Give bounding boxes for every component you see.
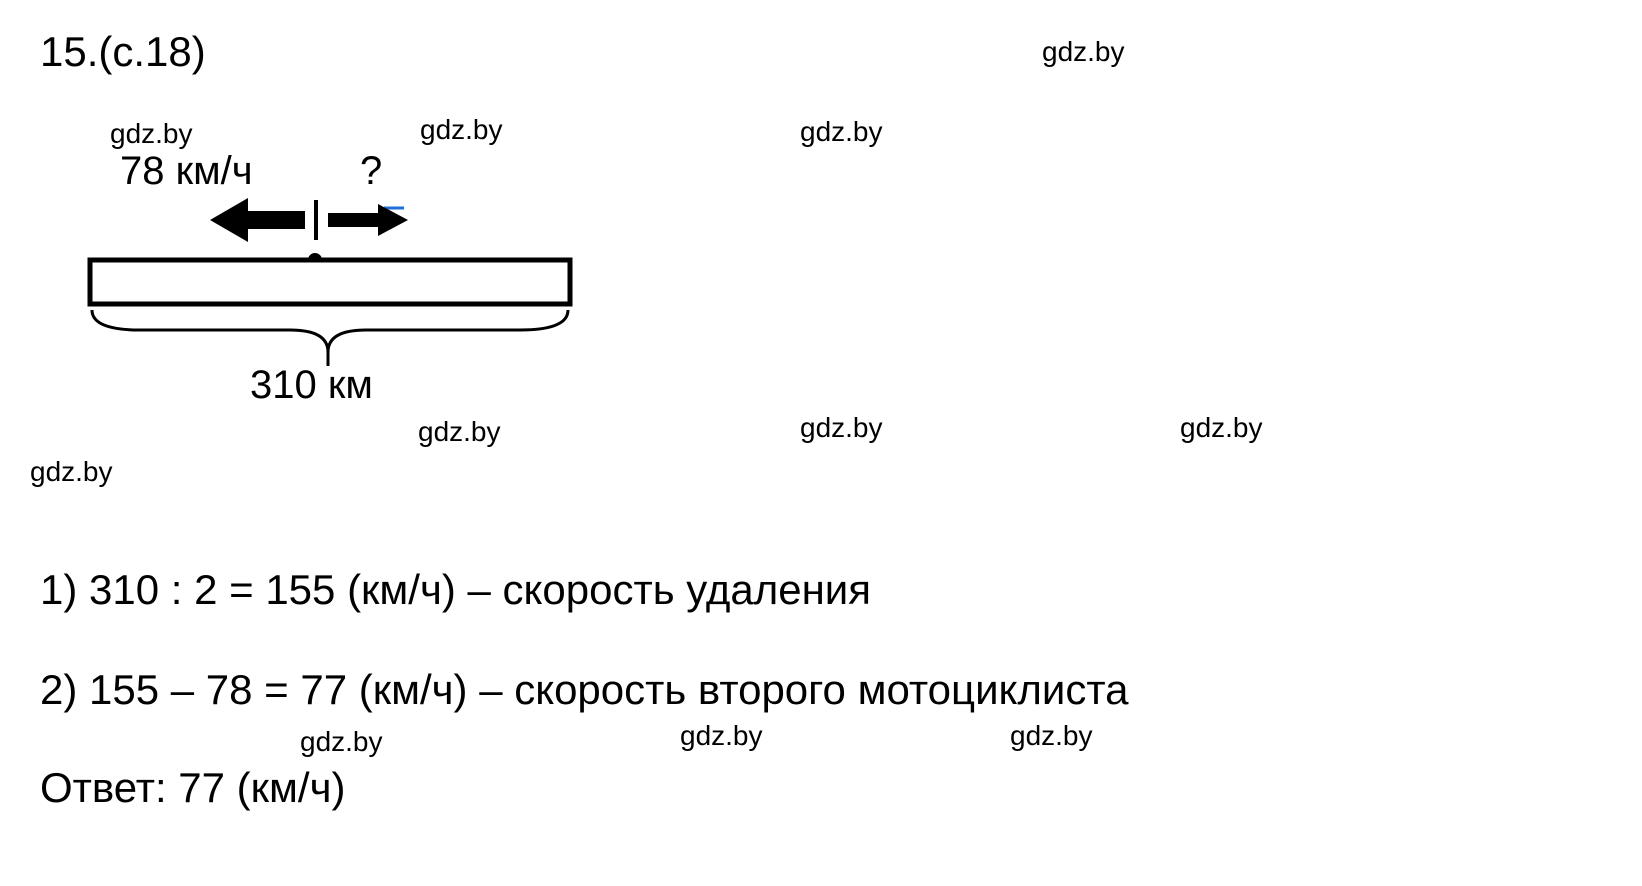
- motion-diagram: 78 км/ч ? 310 км: [60, 140, 600, 405]
- watermark: gdz.by: [1010, 720, 1093, 752]
- step-2: 2) 155 – 78 = 77 (км/ч) – скорость второ…: [40, 666, 1128, 714]
- watermark: gdz.by: [800, 116, 883, 148]
- watermark: gdz.by: [300, 726, 383, 758]
- watermark: gdz.by: [800, 412, 883, 444]
- distance-bar: [90, 260, 570, 304]
- distance-label: 310 км: [250, 363, 373, 400]
- watermark: gdz.by: [1042, 36, 1125, 68]
- answer: Ответ: 77 (км/ч): [40, 764, 345, 812]
- diagram-svg: 78 км/ч ? 310 км: [60, 140, 600, 400]
- step-1: 1) 310 : 2 = 155 (км/ч) – скорость удале…: [40, 566, 871, 614]
- speed-label: 78 км/ч: [120, 149, 253, 193]
- watermark: gdz.by: [30, 456, 113, 488]
- watermark: gdz.by: [680, 720, 763, 752]
- watermark: gdz.by: [1180, 412, 1263, 444]
- watermark: gdz.by: [418, 416, 501, 448]
- problem-heading: 15.(с.18): [40, 28, 206, 76]
- brace: [92, 310, 568, 352]
- arrow-left-head: [210, 198, 248, 242]
- unknown-label: ?: [360, 149, 382, 193]
